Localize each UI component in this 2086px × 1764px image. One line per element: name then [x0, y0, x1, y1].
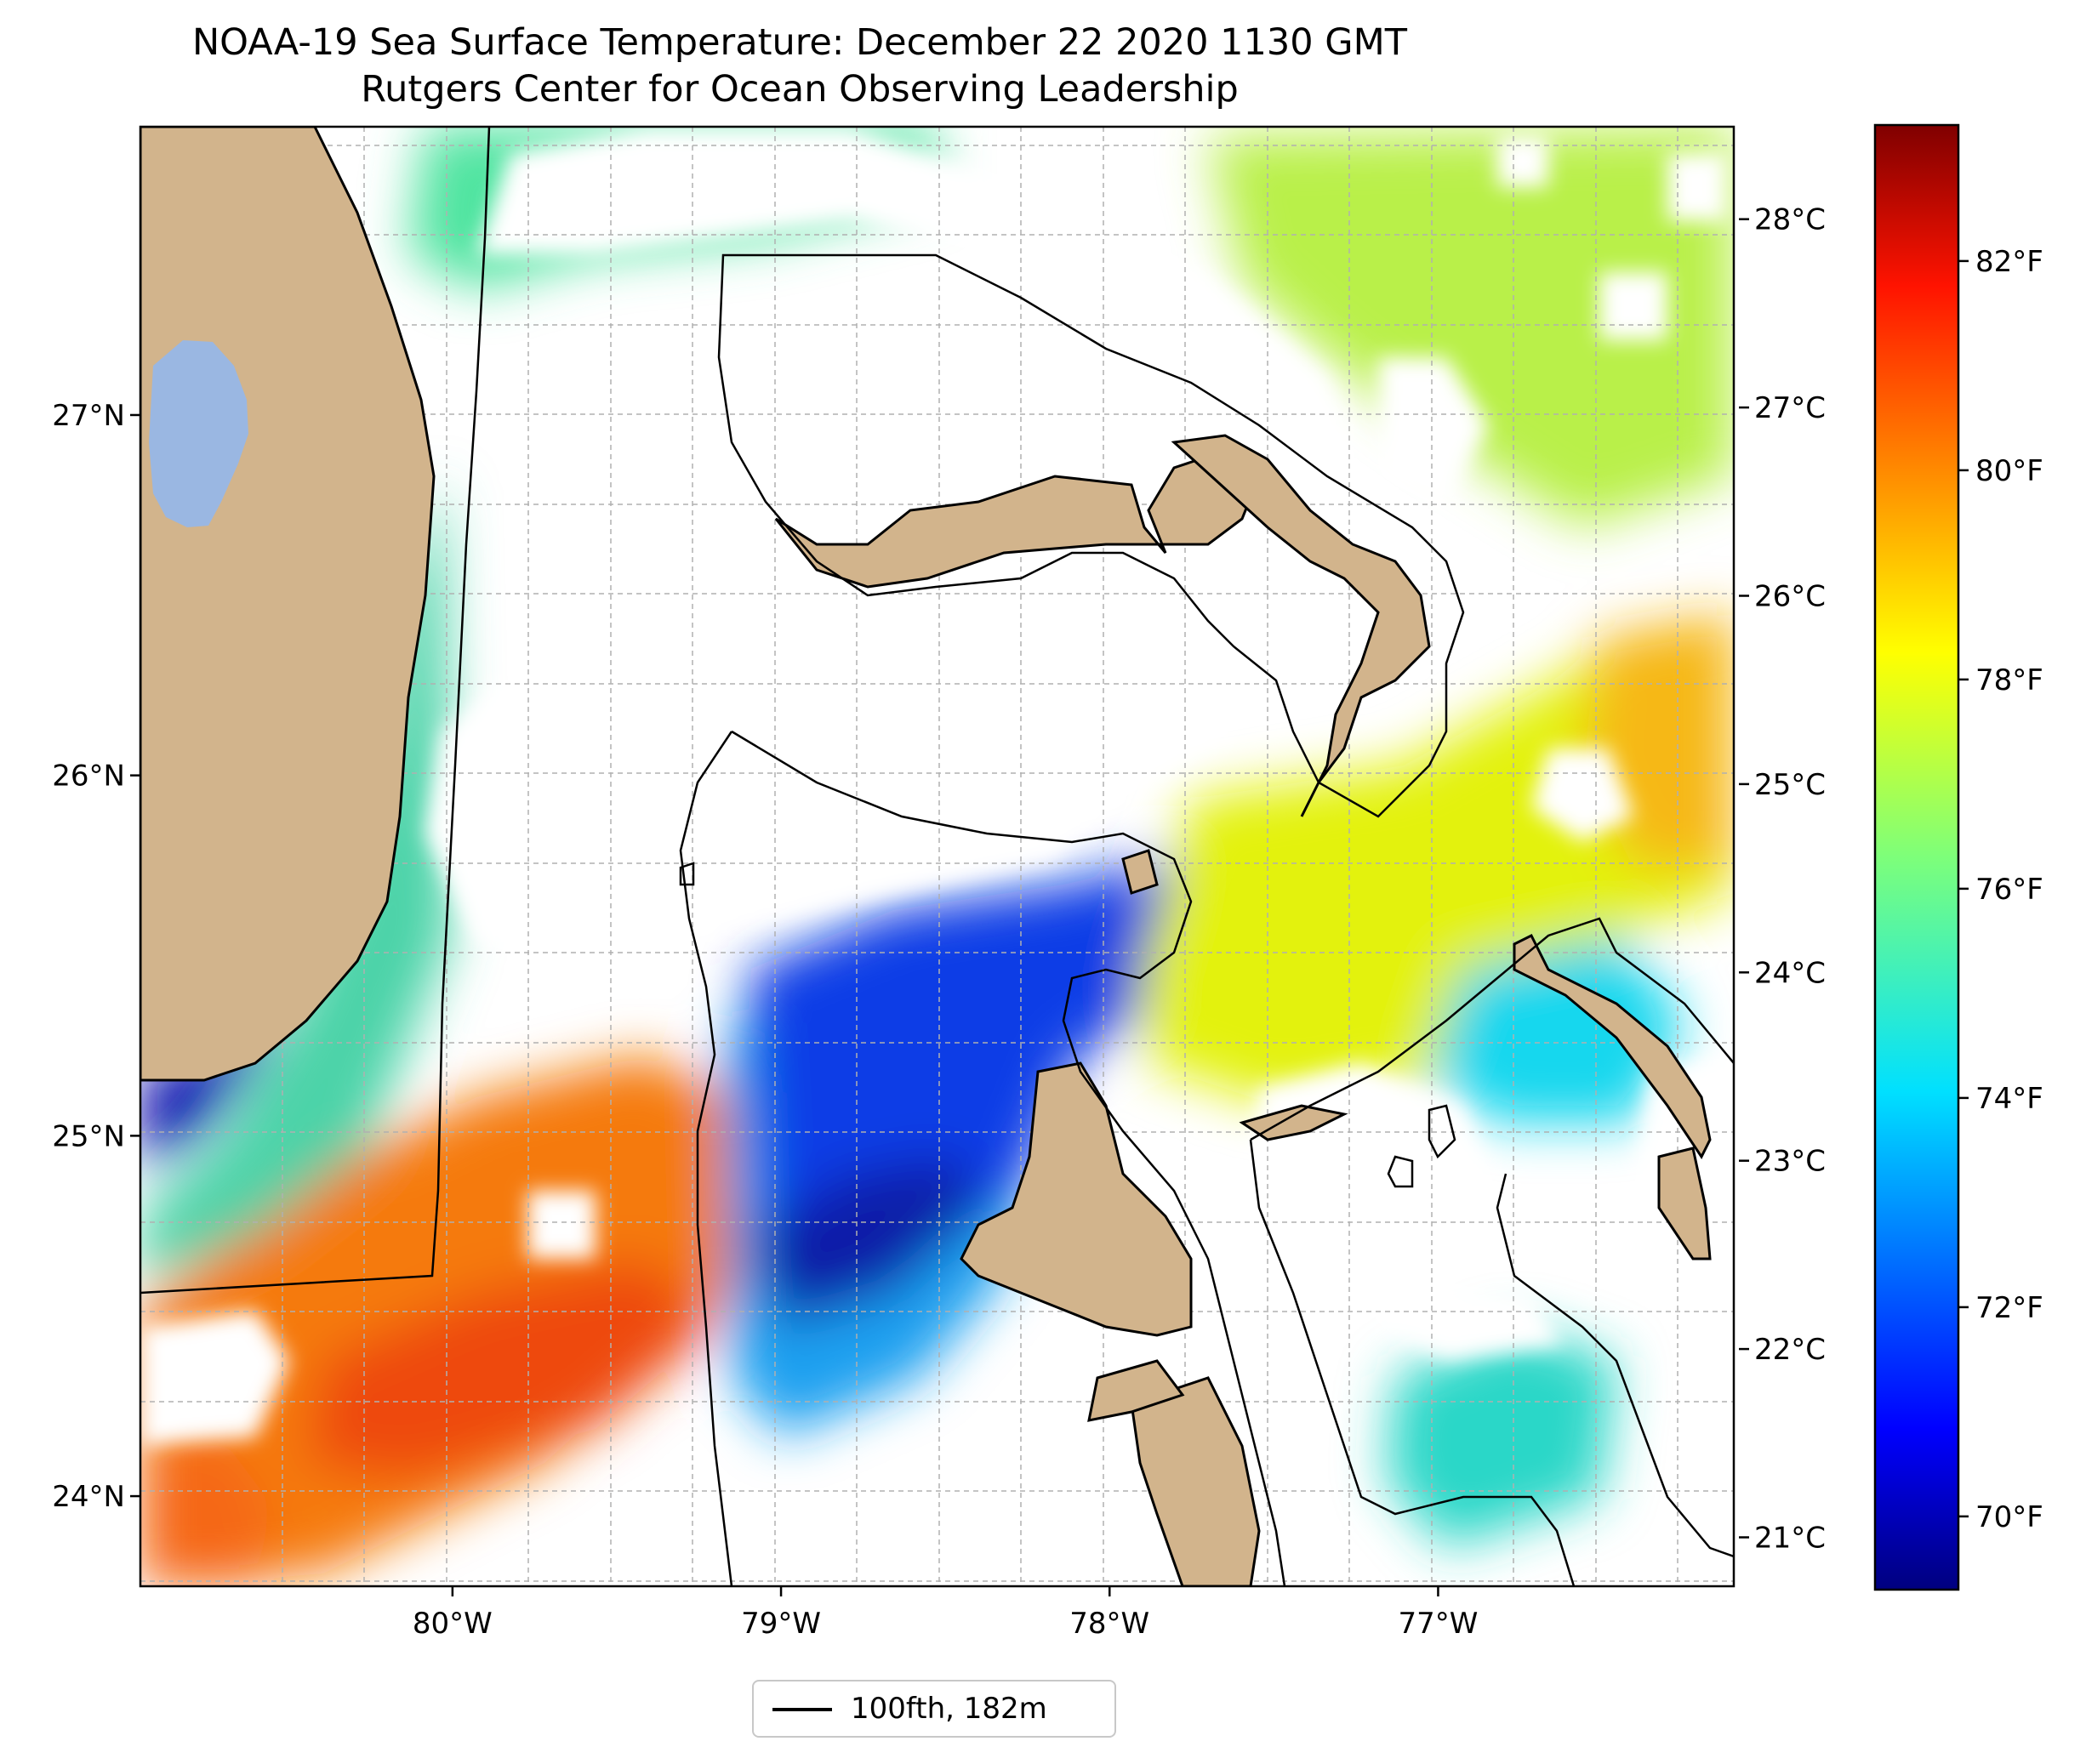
fahrenheit-axis: 70°F 72°F 74°F 76°F 78°F 80°F 82°F — [1958, 245, 2043, 1534]
bimini-land — [1121, 849, 1159, 895]
map-subtitle: Rutgers Center for Ocean Observing Leade… — [361, 68, 1239, 111]
fahrenheit-tick-label: 82°F — [1975, 245, 2043, 279]
celsius-tick-label: 26°C — [1754, 580, 1826, 614]
eleuthera-south-land — [1657, 1147, 1712, 1260]
colorbar-gradient — [1873, 123, 1960, 1591]
lat-tick-label: 24°N — [52, 1480, 125, 1514]
celsius-tick-label: 23°C — [1754, 1145, 1826, 1179]
map-plot-area — [140, 127, 1734, 1586]
celsius-tick-label: 28°C — [1754, 203, 1826, 237]
legend-label: 100fth, 182m — [851, 1692, 1047, 1726]
lon-tick-label: 80°W — [413, 1607, 493, 1641]
andros-islets-land — [1087, 1359, 1185, 1422]
lat-tick-label: 27°N — [52, 399, 125, 433]
isobath-100fth — [140, 127, 1734, 1586]
celsius-tick-label: 22°C — [1754, 1333, 1826, 1367]
fahrenheit-tick-label: 78°F — [1975, 663, 2043, 697]
map-title: NOAA-19 Sea Surface Temperature: Decembe… — [192, 21, 1407, 64]
lon-tick-label: 77°W — [1398, 1607, 1478, 1641]
lat-axis: 24°N 25°N 26°N 27°N — [52, 399, 140, 1514]
sst-southeast-cyan — [1387, 1327, 1616, 1548]
celsius-axis: 21°C 22°C 23°C 24°C 25°C 26°C 27°C 28°C — [1739, 203, 1826, 1556]
legend: 100fth, 182m — [752, 1680, 1116, 1738]
abaco-land — [1171, 434, 1431, 817]
sst-cold-central-dark — [749, 1157, 987, 1327]
celsius-tick-label: 25°C — [1754, 768, 1826, 802]
andros-land — [960, 1061, 1193, 1337]
sst-cool-central-blue — [749, 859, 1191, 1276]
lat-tick-label: 25°N — [52, 1119, 125, 1153]
fahrenheit-tick-label: 70°F — [1975, 1500, 2043, 1534]
sst-southwest-orange — [140, 1437, 272, 1586]
lon-axis: 80°W 79°W 78°W 77°W — [413, 1586, 1478, 1641]
map-frame — [139, 125, 1735, 1588]
lake-okeechobee — [149, 340, 248, 527]
sst-warm-south-red — [306, 1259, 715, 1480]
sst-gulfstream-green — [140, 476, 451, 1284]
sst-east-yellow — [1140, 612, 1734, 1106]
grand-bahama-land — [774, 449, 1261, 589]
eleuthera-land — [1513, 933, 1712, 1159]
lon-tick-label: 78°W — [1069, 1607, 1149, 1641]
celsius-tick-label: 27°C — [1754, 391, 1826, 425]
isobath-legend-line — [772, 1708, 832, 1711]
celsius-tick-label: 24°C — [1754, 956, 1826, 990]
fahrenheit-tick-label: 72°F — [1975, 1291, 2043, 1325]
sst-north-yellowgreen — [1208, 127, 1734, 527]
celsius-tick-label: 21°C — [1754, 1522, 1826, 1556]
lat-tick-label: 26°N — [52, 760, 125, 794]
fahrenheit-tick-label: 76°F — [1975, 873, 2043, 907]
lon-tick-label: 79°W — [741, 1607, 821, 1641]
andros-south-land — [1130, 1376, 1261, 1586]
fahrenheit-tick-label: 74°F — [1975, 1082, 2043, 1116]
fahrenheit-tick-label: 80°F — [1975, 454, 2043, 488]
